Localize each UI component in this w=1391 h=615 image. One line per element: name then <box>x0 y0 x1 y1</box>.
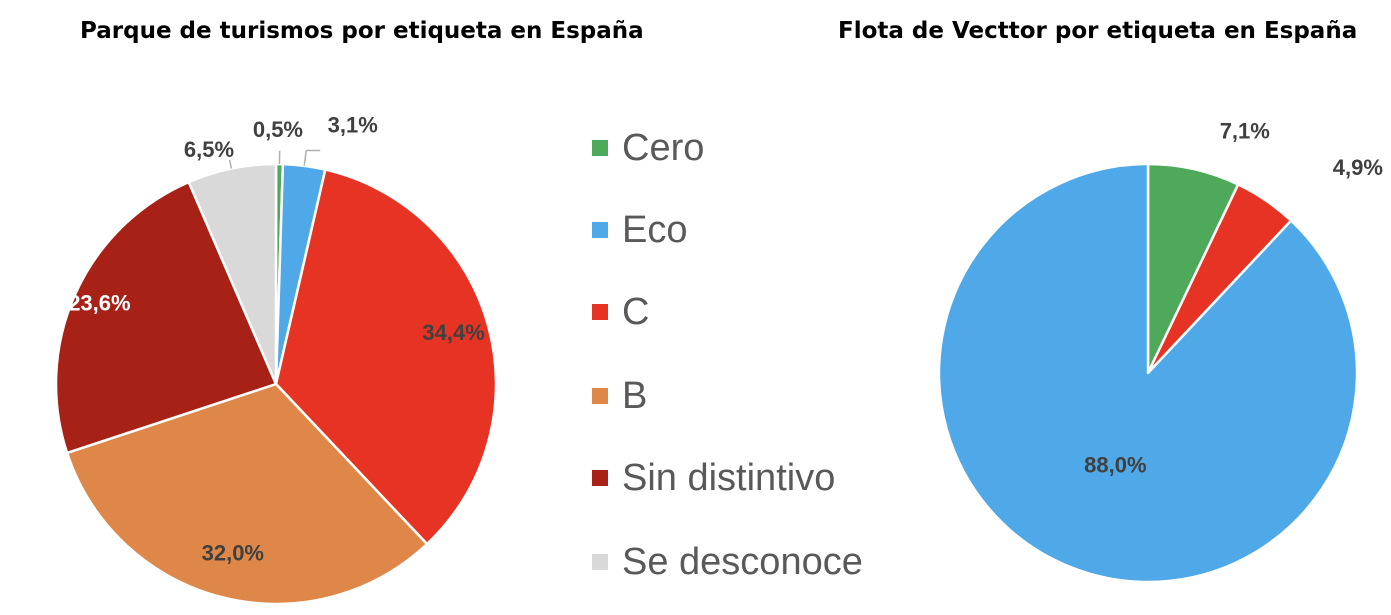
left-label-eco: 3,1% <box>328 113 378 138</box>
legend-label-sin-distintivo: Sin distintivo <box>622 456 836 499</box>
left-label-b: 32,0% <box>202 540 264 565</box>
legend-label-c: C <box>622 290 650 333</box>
legend-label-se-desconoce: Se desconoce <box>622 540 863 583</box>
left-leader-eco <box>303 149 321 166</box>
legend-item-cero: Cero <box>592 118 704 178</box>
legend-swatch-b <box>592 388 608 404</box>
right-label-cero: 7,1% <box>1220 119 1270 144</box>
right-slice-eco <box>937 162 1359 584</box>
legend-label-b: B <box>622 374 648 417</box>
left-slice-sin-distintivo <box>54 180 278 455</box>
legend-item-eco: Eco <box>592 200 687 260</box>
left-label-cero: 0,5% <box>253 117 303 142</box>
legend-swatch-sin-distintivo <box>592 470 608 486</box>
right-label-c: 4,9% <box>1333 155 1383 180</box>
legend-label-eco: Eco <box>622 208 688 251</box>
chart-title-left: Parque de turismos por etiqueta en Españ… <box>80 18 644 44</box>
legend-swatch-eco <box>592 222 608 238</box>
legend-item-se-desconoce: Se desconoce <box>592 532 863 592</box>
left-slice-c <box>274 168 498 546</box>
legend-swatch-se-desconoce <box>592 554 608 570</box>
legend-item-sin-distintivo: Sin distintivo <box>592 448 835 508</box>
left-leader-se-desconoce <box>228 159 233 169</box>
left-label-se-desconoce: 6,5% <box>184 137 234 162</box>
pie-chart-left: 0,5% 3,1% 34,4% 32,0% 23,6% 6,5% <box>54 113 498 606</box>
right-label-eco: 88,0% <box>1084 452 1146 477</box>
left-label-c: 34,4% <box>422 320 484 345</box>
legend-item-b: B <box>592 366 647 426</box>
legend-swatch-c <box>592 304 608 320</box>
legend-label-cero: Cero <box>622 126 705 169</box>
legend-swatch-cero <box>592 140 608 156</box>
legend-item-c: C <box>592 282 649 342</box>
left-label-sin-distintivo: 23,6% <box>68 290 130 315</box>
left-slice-b <box>65 382 429 606</box>
chart-title-right: Flota de Vecttor por etiqueta en España <box>838 18 1358 44</box>
pie-chart-right: 7,1% 4,9% 88,0% <box>937 119 1383 584</box>
